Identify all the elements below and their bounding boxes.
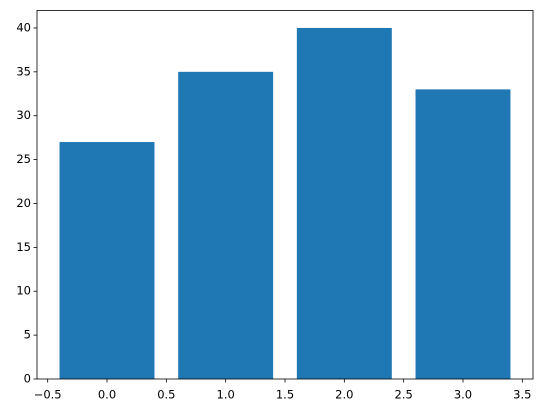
y-tick-label: 0	[24, 372, 31, 386]
bar	[59, 142, 155, 379]
x-tick-label: −0.5	[34, 388, 62, 402]
axes-frame	[36, 9, 534, 380]
y-tick-label: 15	[16, 240, 31, 254]
x-tick-label: 0.0	[98, 388, 116, 402]
y-tick-label: 20	[16, 196, 31, 210]
y-tick-label: 30	[16, 108, 31, 122]
y-tick-label: 5	[24, 328, 31, 342]
y-tick-label: 10	[16, 284, 31, 298]
x-tick-label: 1.0	[217, 388, 235, 402]
x-tick-label: 3.0	[454, 388, 472, 402]
y-tick-label: 35	[16, 64, 31, 78]
bar	[178, 71, 274, 379]
y-tick-label: 25	[16, 152, 31, 166]
bar	[296, 27, 392, 379]
x-tick-label: 2.5	[395, 388, 413, 402]
x-tick-label: 2.0	[335, 388, 353, 402]
bar	[415, 89, 511, 379]
y-tick-label: 40	[16, 20, 31, 34]
x-tick-label: 1.5	[276, 388, 294, 402]
x-tick-label: 0.5	[157, 388, 175, 402]
x-tick-label: 3.5	[513, 388, 531, 402]
